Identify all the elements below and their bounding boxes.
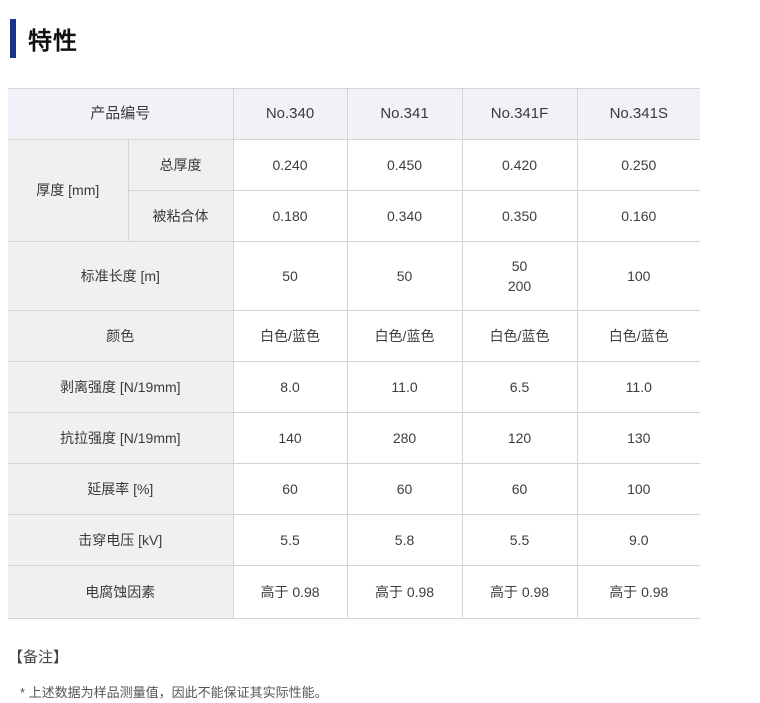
cell-adherend-no341f: 0.350: [461, 190, 578, 242]
row-label-standard-length: 标准长度 [m]: [8, 241, 234, 311]
cell-tensile-no341f: 120: [461, 412, 578, 464]
row-label-tensile-strength: 抗拉强度 [N/19mm]: [8, 412, 234, 464]
cell-color-no341f: 白色/蓝色: [461, 310, 578, 362]
header-product-number-label: 产品编号: [8, 88, 234, 140]
table-row-color: 颜色 白色/蓝色 白色/蓝色 白色/蓝色 白色/蓝色: [8, 310, 701, 362]
header-product-no341f: No.341F: [461, 88, 578, 140]
cell-adherend-no341: 0.340: [346, 190, 463, 242]
cell-total-thickness-no341f: 0.420: [461, 139, 578, 191]
cell-peel-no341s: 11.0: [576, 361, 701, 413]
cell-color-no341s: 白色/蓝色: [576, 310, 701, 362]
cell-tensile-no340: 140: [232, 412, 348, 464]
row-label-elongation: 延展率 [%]: [8, 463, 234, 515]
cell-tensile-no341: 280: [346, 412, 463, 464]
cell-elongation-no340: 60: [232, 463, 348, 515]
table-row-total-thickness: 厚度 [mm] 总厚度 0.240 0.450 0.420 0.250: [8, 139, 701, 242]
table-row-electrolytic-corrosion: 电腐蚀因素 高于 0.98 高于 0.98 高于 0.98 高于 0.98: [8, 565, 701, 619]
cell-length-no341f: 50 200: [461, 241, 578, 311]
table-row-peel-strength: 剥离强度 [N/19mm] 8.0 11.0 6.5 11.0: [8, 361, 701, 413]
header-product-no341: No.341: [346, 88, 463, 140]
cell-elongation-no341s: 100: [576, 463, 701, 515]
cell-tensile-no341s: 130: [576, 412, 701, 464]
cell-corrosion-no341s: 高于 0.98: [576, 565, 701, 619]
table-row-adherend-thickness: 被粘合体 0.180 0.340 0.350 0.160: [8, 190, 701, 242]
row-label-color: 颜色: [8, 310, 234, 362]
cell-total-thickness-no341s: 0.250: [576, 139, 701, 191]
cell-adherend-no341s: 0.160: [576, 190, 701, 242]
row-label-breakdown-voltage: 击穿电压 [kV]: [8, 514, 234, 566]
table-row-breakdown-voltage: 击穿电压 [kV] 5.5 5.8 5.5 9.0: [8, 514, 701, 566]
table-header-row: 产品编号 No.340 No.341 No.341F No.341S: [8, 88, 701, 140]
table-row-tensile-strength: 抗拉强度 [N/19mm] 140 280 120 130: [8, 412, 701, 464]
cell-adherend-no340: 0.180: [232, 190, 348, 242]
table-row-elongation: 延展率 [%] 60 60 60 100: [8, 463, 701, 515]
title-accent-bar: [10, 18, 16, 58]
remarks-section: 【备注】 * 上述数据为样品测量值，因此不能保证其实际性能。: [8, 646, 760, 701]
cell-voltage-no341: 5.8: [346, 514, 463, 566]
header-product-no340: No.340: [232, 88, 348, 140]
remarks-title: 【备注】: [8, 649, 69, 666]
header-product-no341s: No.341S: [576, 88, 701, 140]
row-label-thickness: 厚度 [mm]: [8, 139, 129, 242]
cell-voltage-no340: 5.5: [232, 514, 348, 566]
cell-color-no340: 白色/蓝色: [232, 310, 348, 362]
cell-peel-no341f: 6.5: [461, 361, 578, 413]
row-sublabel-adherend: 被粘合体: [128, 190, 234, 242]
cell-voltage-no341s: 9.0: [576, 514, 701, 566]
section-header: 特性: [10, 18, 760, 58]
cell-length-no341s: 100: [576, 241, 701, 311]
remarks-note: * 上述数据为样品测量值，因此不能保证其实际性能。: [20, 685, 328, 700]
row-label-peel-strength: 剥离强度 [N/19mm]: [8, 361, 234, 413]
cell-length-no340: 50: [232, 241, 348, 311]
cell-total-thickness-no340: 0.240: [232, 139, 348, 191]
cell-corrosion-no341: 高于 0.98: [346, 565, 463, 619]
cell-corrosion-no341f: 高于 0.98: [461, 565, 578, 619]
table-row-standard-length: 标准长度 [m] 50 50 50 200 100: [8, 241, 701, 311]
row-sublabel-total-thickness: 总厚度: [127, 139, 234, 191]
cell-length-no341: 50: [346, 241, 463, 311]
row-label-electrolytic-corrosion: 电腐蚀因素: [8, 565, 234, 619]
cell-peel-no340: 8.0: [232, 361, 348, 413]
cell-corrosion-no340: 高于 0.98: [232, 565, 348, 619]
cell-peel-no341: 11.0: [346, 361, 463, 413]
cell-color-no341: 白色/蓝色: [346, 310, 463, 362]
page-title: 特性: [28, 27, 78, 55]
cell-total-thickness-no341: 0.450: [346, 139, 463, 191]
cell-elongation-no341f: 60: [461, 463, 578, 515]
cell-elongation-no341: 60: [346, 463, 463, 515]
cell-voltage-no341f: 5.5: [461, 514, 578, 566]
spec-table: 产品编号 No.340 No.341 No.341F No.341S 厚度 [m…: [8, 88, 701, 619]
